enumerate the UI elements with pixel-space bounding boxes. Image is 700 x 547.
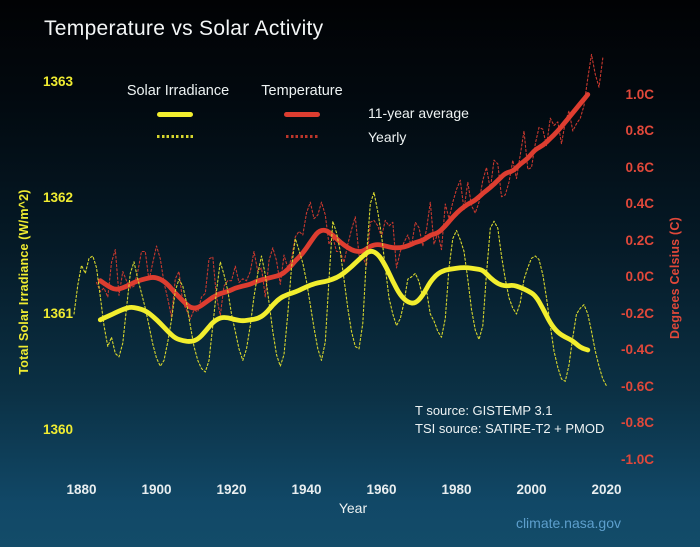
y-axis-right-label: Degrees Celsius (C) xyxy=(668,217,682,339)
legend-yearly-label: Yearly xyxy=(368,129,407,145)
chart-title: Temperature vs Solar Activity xyxy=(44,17,324,40)
series-solar-irradiance-yearly xyxy=(73,191,608,387)
legend-temperature-thick-swatch xyxy=(284,112,320,117)
y-left-tick: 1361 xyxy=(42,306,73,321)
y-right-tick: 1.0C xyxy=(625,86,654,102)
y-right-tick: 0.6C xyxy=(625,159,654,175)
x-tick: 1920 xyxy=(216,482,247,497)
y-right-tick: 0.0C xyxy=(625,269,654,284)
y-left-tick: 1360 xyxy=(42,422,73,437)
climate-nasa-gov-link[interactable]: climate.nasa.gov xyxy=(515,515,621,531)
tsi-source-line: TSI source: SATIRE-T2 + PMOD xyxy=(415,420,605,436)
y-axis-left-label: Total Solar Irradiance (W/m^2) xyxy=(17,189,31,375)
series-temperature-11-year-average xyxy=(97,92,591,311)
y-left-tick: 1363 xyxy=(42,74,73,89)
y-right-tick: -0.4C xyxy=(620,342,654,357)
x-axis-label: Year xyxy=(338,500,368,516)
data-sources-note: T source: GISTEMP 3.1 TSI source: SATIRE… xyxy=(415,402,604,437)
legend-solar-thick-swatch xyxy=(157,112,193,117)
legend-solar-dashed-swatch xyxy=(157,135,193,138)
x-tick: 1940 xyxy=(291,482,322,497)
t-source-line: T source: GISTEMP 3.1 xyxy=(415,403,553,418)
y-right-tick: 0.2C xyxy=(625,232,654,248)
y-right-tick: -0.2C xyxy=(620,305,654,321)
y-right-tick: 0.8C xyxy=(625,123,654,138)
legend-temperature-label: Temperature xyxy=(261,83,343,99)
y-left-tick: 1362 xyxy=(42,190,73,205)
series-solar-irradiance-11-year-average xyxy=(97,248,591,353)
legend-11-year-average-label: 11-year average xyxy=(368,105,469,121)
y-right-tick: -0.8C xyxy=(620,415,654,430)
x-tick: 1960 xyxy=(366,482,397,497)
x-tick: 2020 xyxy=(591,482,622,497)
legend-temperature-dashed-swatch xyxy=(286,135,318,138)
x-tick: 1880 xyxy=(66,482,97,497)
x-tick: 2000 xyxy=(516,482,547,497)
x-tick: 1980 xyxy=(441,482,472,497)
y-right-tick: 0.4C xyxy=(625,196,654,211)
legend-solar-label: Solar Irradiance xyxy=(126,83,230,99)
y-right-tick: -0.6C xyxy=(620,378,654,394)
x-tick: 1900 xyxy=(141,482,172,497)
y-right-tick: -1.0C xyxy=(620,451,654,467)
